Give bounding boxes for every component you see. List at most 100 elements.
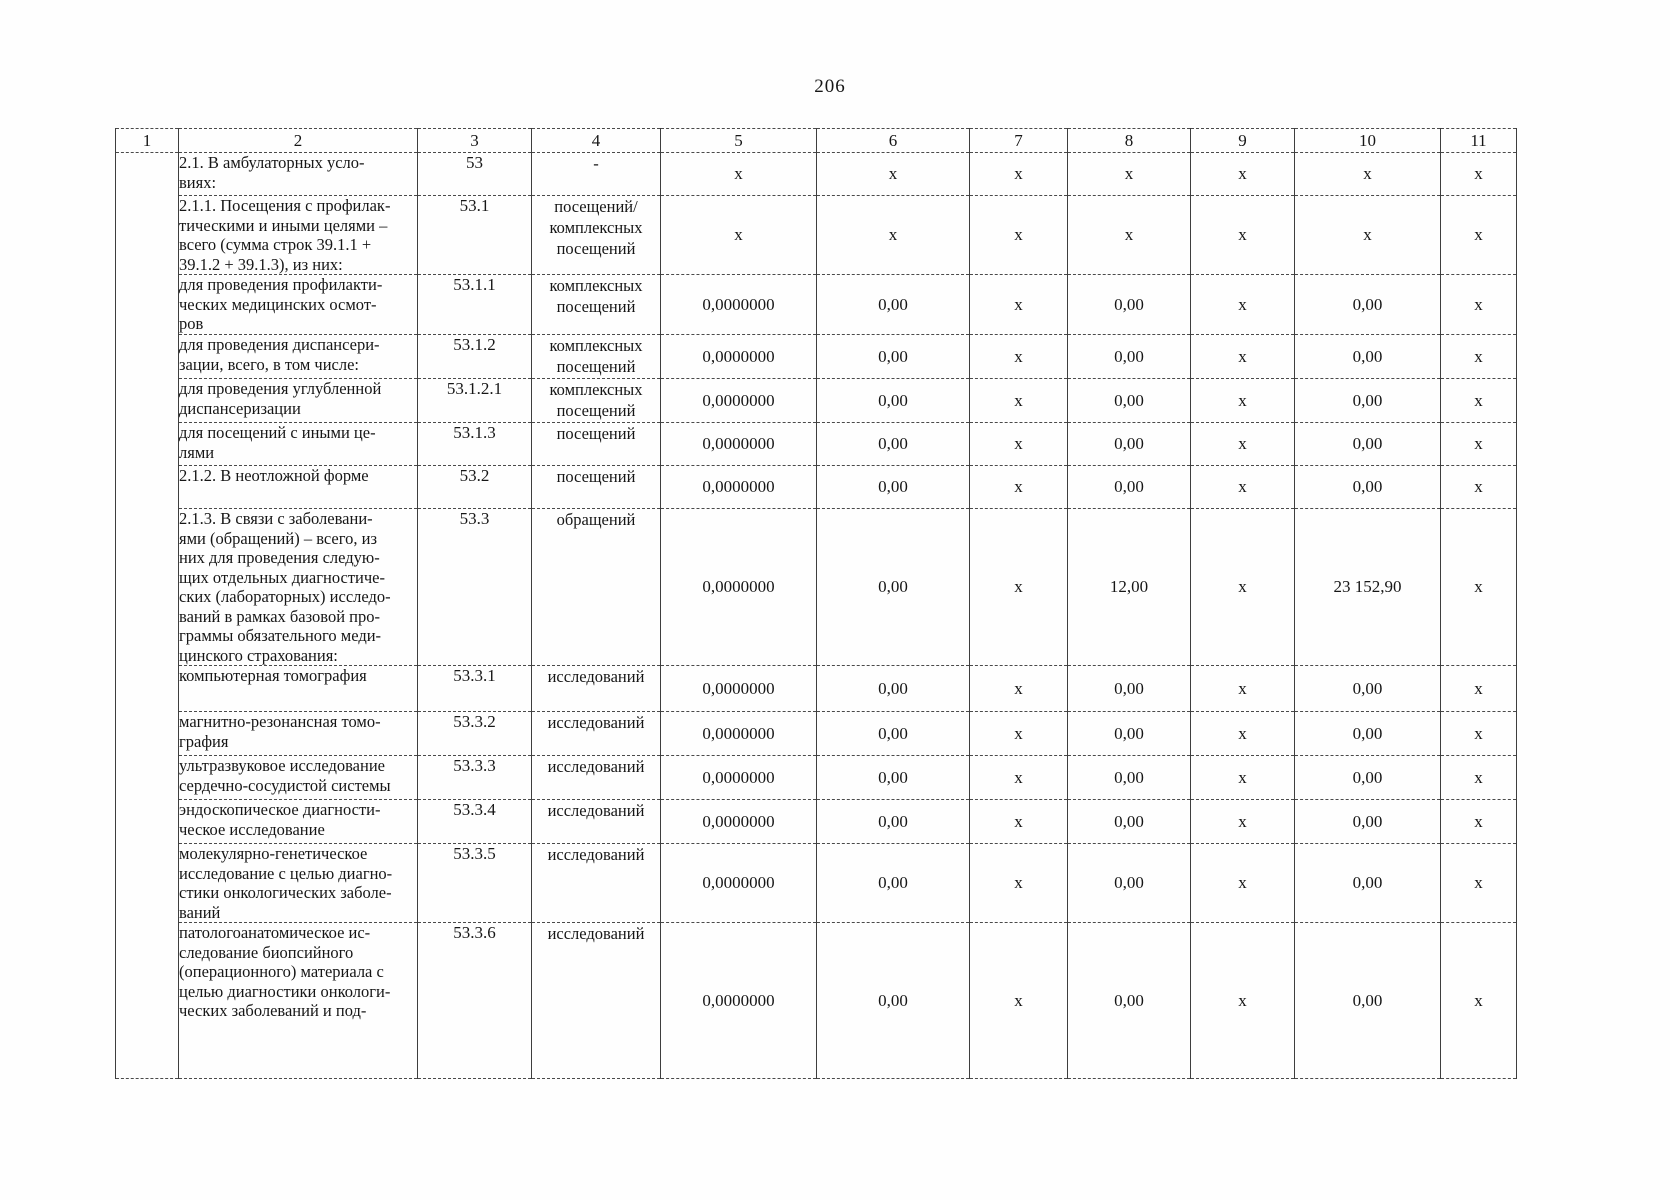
row-line-number: 53.3.4 bbox=[417, 799, 532, 844]
row-description: 2.1. В амбулаторных усло- виях: bbox=[178, 152, 418, 196]
table-row: молекулярно-генетическое исследование с … bbox=[116, 843, 1517, 923]
row-value: 0,00 bbox=[1294, 755, 1441, 800]
row-line-number: 53.3.3 bbox=[417, 755, 532, 800]
row-value: x bbox=[1067, 152, 1191, 196]
row-value: x bbox=[1440, 843, 1517, 923]
row-value: 0,00 bbox=[1067, 799, 1191, 844]
column-header: 4 bbox=[531, 128, 661, 153]
table-row: для проведения профилакти- ческих медици… bbox=[116, 274, 1517, 335]
row-line-number: 53.3.6 bbox=[417, 922, 532, 1079]
table-row: магнитно-резонансная томо- графия 53.3.2 и… bbox=[116, 711, 1517, 756]
row-unit: обращений bbox=[531, 508, 661, 666]
row-description: для проведения профилакти- ческих медици… bbox=[178, 274, 418, 335]
table-row: 2.1.1. Посещения с профилак- тическими и… bbox=[116, 195, 1517, 275]
row-value: x bbox=[969, 799, 1068, 844]
column-header: 11 bbox=[1440, 128, 1517, 153]
column-header: 7 bbox=[969, 128, 1068, 153]
row-value: 0,0000000 bbox=[660, 711, 817, 756]
row-unit: посещений/ комплексных посещений bbox=[531, 195, 661, 275]
row-value: x bbox=[969, 711, 1068, 756]
row-value: 0,00 bbox=[1067, 711, 1191, 756]
row-value: 0,0000000 bbox=[660, 799, 817, 844]
row-line-number: 53.3 bbox=[417, 508, 532, 666]
column-header: 1 bbox=[115, 128, 179, 153]
row-unit: исследований bbox=[531, 755, 661, 800]
row-value: x bbox=[1440, 922, 1517, 1079]
row-value: x bbox=[1190, 195, 1295, 275]
row-value: 0,0000000 bbox=[660, 334, 817, 379]
row-value: x bbox=[1190, 799, 1295, 844]
report-table: 1 2 3 4 5 6 7 8 9 10 11 2.1. В амбулаторных усло- … bbox=[115, 128, 1517, 1079]
table-row: ультразвуковое исследование сердечно-сос… bbox=[116, 755, 1517, 800]
row-unit: исследований bbox=[531, 665, 661, 712]
row-value: 0,00 bbox=[816, 274, 970, 335]
row-value: 0,00 bbox=[1294, 422, 1441, 466]
row-description: эндоскопическое диагности- ческое исслед… bbox=[178, 799, 418, 844]
row-value: 0,00 bbox=[816, 665, 970, 712]
row-value: x bbox=[660, 195, 817, 275]
row-line-number: 53.2 bbox=[417, 465, 532, 509]
row-value: 0,00 bbox=[1067, 755, 1191, 800]
column-number-row: 1 2 3 4 5 6 7 8 9 10 11 bbox=[115, 128, 1517, 153]
column-header: 10 bbox=[1294, 128, 1441, 153]
row-line-number: 53.3.1 bbox=[417, 665, 532, 712]
row-value: x bbox=[969, 152, 1068, 196]
row-value: 0,00 bbox=[1067, 378, 1191, 423]
row-description: для проведения диспансери- зации, всего,… bbox=[178, 334, 418, 379]
row-value: x bbox=[969, 665, 1068, 712]
row-value: x bbox=[1440, 799, 1517, 844]
row-description: для проведения углубленной диспансеризац… bbox=[178, 378, 418, 423]
row-value: x bbox=[1190, 711, 1295, 756]
row-value: x bbox=[816, 152, 970, 196]
row-value: x bbox=[816, 195, 970, 275]
row-value: x bbox=[969, 422, 1068, 466]
row-value: 0,00 bbox=[816, 334, 970, 379]
row-value: x bbox=[969, 334, 1068, 379]
row-description: компьютерная томография bbox=[178, 665, 418, 712]
row-value: x bbox=[1190, 378, 1295, 423]
row-value: 0,00 bbox=[1067, 922, 1191, 1079]
row-line-number: 53.1.3 bbox=[417, 422, 532, 466]
table-body: 2.1. В амбулаторных усло- виях: 53- x x x x x x… bbox=[115, 152, 1517, 1079]
row-value: x bbox=[1440, 755, 1517, 800]
row-value: x bbox=[969, 465, 1068, 509]
row-value: 0,00 bbox=[816, 508, 970, 666]
row-value: 23 152,90 bbox=[1294, 508, 1441, 666]
table-row: для проведения диспансери- зации, всего,… bbox=[116, 334, 1517, 379]
row-value: 0,00 bbox=[1067, 465, 1191, 509]
column-header: 9 bbox=[1190, 128, 1295, 153]
row-unit: посещений bbox=[531, 422, 661, 466]
row-value: x bbox=[969, 755, 1068, 800]
row-value: x bbox=[1440, 508, 1517, 666]
row-line-number: 53.1.2 bbox=[417, 334, 532, 379]
row-line-number: 53 bbox=[417, 152, 532, 196]
row-line-number: 53.3.2 bbox=[417, 711, 532, 756]
row-value: x bbox=[1190, 508, 1295, 666]
column-header: 5 bbox=[660, 128, 817, 153]
row-value: 0,0000000 bbox=[660, 274, 817, 335]
row-value: 0,0000000 bbox=[660, 922, 817, 1079]
row-value: x bbox=[969, 843, 1068, 923]
row-value: 12,00 bbox=[1067, 508, 1191, 666]
row-description: для посещений с иными це- лями bbox=[178, 422, 418, 466]
row-value: x bbox=[969, 922, 1068, 1079]
row-unit: посещений bbox=[531, 465, 661, 509]
row-value: x bbox=[1067, 195, 1191, 275]
row-value: x bbox=[1190, 334, 1295, 379]
row-value: 0,00 bbox=[1067, 274, 1191, 335]
row-value: x bbox=[969, 378, 1068, 423]
row-value: 0,00 bbox=[816, 843, 970, 923]
column-header: 2 bbox=[178, 128, 418, 153]
row-description: патологоанатомическое ис- следование био… bbox=[178, 922, 418, 1079]
row-value: x bbox=[1440, 465, 1517, 509]
row-value: 0,00 bbox=[1294, 711, 1441, 756]
row-value: x bbox=[1440, 334, 1517, 379]
row-value: x bbox=[969, 508, 1068, 666]
row-value: x bbox=[1190, 152, 1295, 196]
row-value: x bbox=[1294, 152, 1441, 196]
row-value: x bbox=[969, 274, 1068, 335]
row-value: 0,00 bbox=[1294, 334, 1441, 379]
row-value: x bbox=[1440, 665, 1517, 712]
row-value: 0,00 bbox=[1294, 378, 1441, 423]
